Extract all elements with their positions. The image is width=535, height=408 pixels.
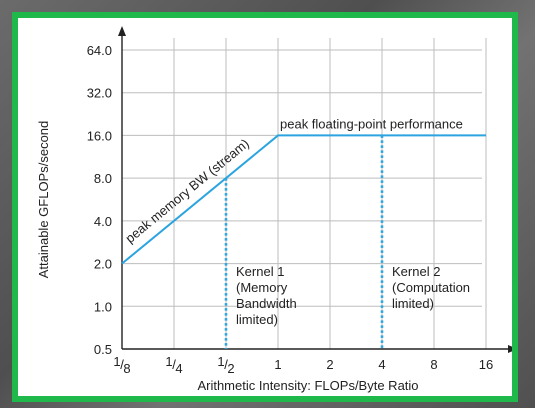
x-tick-label: 1/2 (217, 354, 234, 376)
compute-roof-label: peak floating-point performance (280, 116, 463, 131)
x-tick-numerator: 1 (217, 354, 224, 369)
kernel-1-label: (Memory (236, 280, 288, 295)
y-tick-label: 2.0 (94, 257, 112, 272)
x-tick-label: 1/8 (113, 354, 130, 376)
x-tick-slash: / (120, 357, 124, 372)
x-tick-numerator: 1 (165, 354, 172, 369)
axes (118, 26, 512, 353)
x-tick-label: 8 (430, 357, 437, 372)
kernel-2-label: limited) (392, 296, 434, 311)
chart-panel: Kernel 1 (Memory Bandwidth limited) Kernel 2… (12, 12, 518, 402)
x-tick-label: 16 (479, 357, 493, 372)
y-tick-label: 1.0 (94, 299, 112, 314)
y-tick-label: 8.0 (94, 171, 112, 186)
y-tick-label: 16.0 (87, 128, 112, 143)
y-tick-label: 0.5 (94, 342, 112, 357)
x-tick-label: 1 (274, 357, 281, 372)
x-tick-label: 4 (378, 357, 385, 372)
tick-labels: 0.51.02.04.08.016.032.064.01/8 1/4 1/2 1 2 4 8… (87, 43, 494, 376)
x-tick-label: 1/4 (165, 354, 182, 376)
kernel-2-label: Kernel 2 (392, 264, 440, 279)
roofline-line (121, 134, 486, 265)
roofline-series (121, 134, 486, 265)
kernel-2-label: (Computation (392, 280, 470, 295)
x-tick-numerator: 1 (113, 354, 120, 369)
x-tick-denominator: 4 (175, 361, 182, 376)
kernel-1-label: Kernel 1 (236, 264, 284, 279)
kernel-1-label: limited) (236, 312, 278, 327)
grid (122, 38, 487, 349)
y-axis-title: Attainable GFLOPs/second (36, 121, 51, 279)
x-tick-slash: / (224, 357, 228, 372)
memory-roof-label: peak memory BW (stream) (122, 136, 252, 246)
x-axis-arrow (508, 345, 512, 353)
x-tick-slash: / (172, 357, 176, 372)
x-tick-denominator: 2 (227, 361, 234, 376)
x-tick-label: 2 (326, 357, 333, 372)
kernel-1-label: Bandwidth (236, 296, 297, 311)
y-axis-arrow (118, 26, 126, 36)
x-axis-title: Arithmetic Intensity: FLOPs/Byte Ratio (197, 378, 418, 393)
x-tick-denominator: 8 (123, 361, 130, 376)
y-tick-label: 32.0 (87, 86, 112, 101)
y-tick-label: 64.0 (87, 43, 112, 58)
y-tick-label: 4.0 (94, 214, 112, 229)
